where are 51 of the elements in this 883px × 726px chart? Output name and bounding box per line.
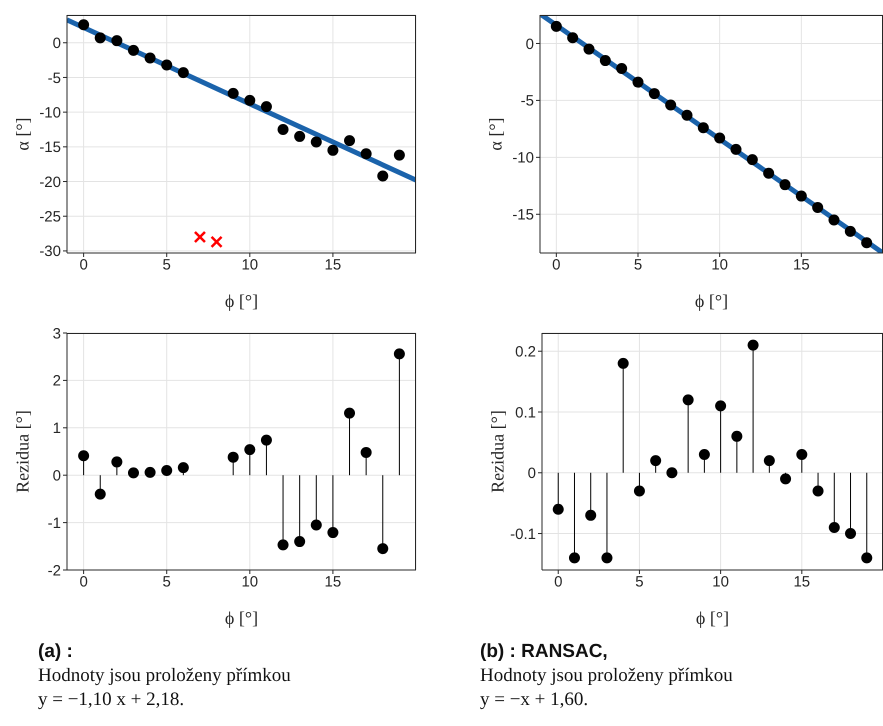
text: Hodnoty jsou proloženy přímkou — [480, 664, 734, 688]
y-axis-title: α [°] — [12, 117, 32, 151]
y-axis-title: Rezidua [°] — [12, 410, 32, 493]
x-tick-label: 10 — [711, 256, 728, 274]
y-tick-label: -20 — [39, 174, 61, 191]
y-tick-label: 2 — [52, 372, 61, 390]
x-tick-label: 0 — [79, 574, 88, 591]
y-tick-label: 0 — [528, 465, 536, 482]
x-tick-label: 15 — [324, 574, 342, 591]
x-tick-label: 15 — [324, 256, 342, 274]
x-tick-label: 15 — [793, 574, 810, 591]
y-tick-label: 0.1 — [515, 404, 536, 422]
x-tick-label: 10 — [712, 574, 729, 591]
x-axis-title: ϕ [°] — [224, 608, 258, 628]
text: y = −1,10 x + 2,18. — [38, 688, 186, 712]
x-tick-label: 0 — [552, 256, 561, 274]
text: (a) : — [38, 640, 74, 664]
x-tick-label: 10 — [241, 574, 258, 591]
x-tick-label: 5 — [162, 574, 171, 591]
y-tick-label: -5 — [520, 92, 534, 110]
y-tick-label: -15 — [512, 206, 534, 224]
y-tick-label: 0 — [52, 35, 61, 52]
y-tick-label: -1 — [48, 514, 61, 532]
x-tick-label: 0 — [554, 574, 562, 591]
y-axis-title: Rezidua [°] — [487, 410, 508, 493]
y-tick-label: -10 — [39, 104, 61, 122]
y-tick-label: -30 — [39, 243, 61, 260]
x-tick-label: 15 — [792, 256, 810, 274]
y-axis-title: α [°] — [485, 117, 506, 151]
y-tick-label: -0.1 — [510, 526, 536, 543]
x-tick-label: 5 — [162, 256, 171, 274]
y-tick-label: -10 — [512, 150, 534, 167]
x-tick-label: 10 — [241, 256, 258, 274]
y-tick-label: 0 — [526, 36, 534, 53]
y-tick-label: 0 — [52, 468, 61, 485]
text: (b) : RANSAC, — [480, 640, 609, 664]
x-axis-title: ϕ [°] — [696, 608, 730, 628]
text: Hodnoty jsou proloženy přímkou — [38, 664, 292, 688]
y-tick-label: 3 — [52, 325, 61, 342]
x-axis-title: ϕ [°] — [694, 291, 728, 311]
x-axis-title: ϕ [°] — [224, 291, 258, 311]
y-tick-label: -15 — [39, 139, 61, 156]
y-tick-label: 1 — [52, 420, 61, 438]
x-tick-label: 5 — [635, 574, 644, 591]
x-tick-label: 5 — [634, 256, 642, 274]
y-tick-label: -25 — [39, 208, 61, 226]
y-tick-label: -2 — [48, 562, 61, 580]
y-tick-label: -5 — [48, 70, 61, 87]
text: y = −x + 1,60. — [480, 688, 590, 712]
y-tick-label: 0.2 — [515, 344, 536, 361]
x-tick-label: 0 — [79, 256, 88, 274]
